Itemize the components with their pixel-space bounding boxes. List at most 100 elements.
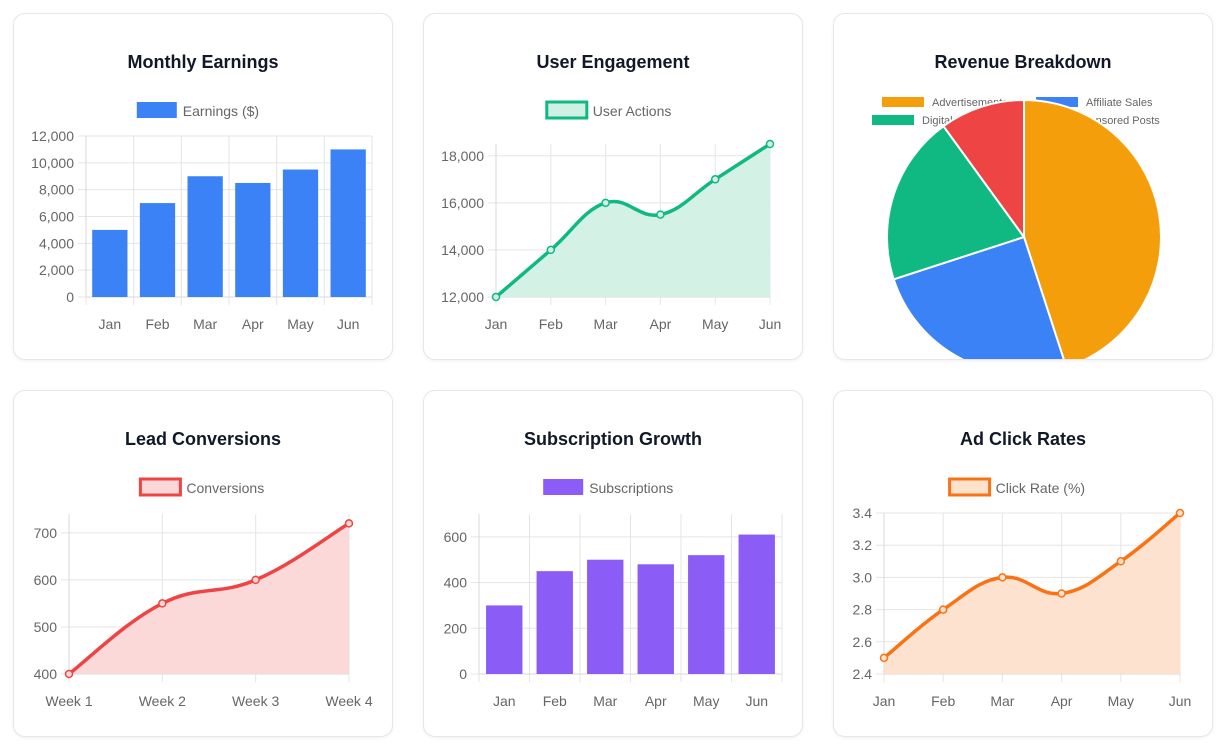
bar	[92, 229, 128, 297]
series-line	[494, 142, 771, 299]
y-tick-label: 2.4	[853, 666, 873, 682]
data-point	[601, 198, 610, 208]
legend-label: Conversions	[186, 480, 264, 496]
y-tick-label: 400	[34, 666, 58, 682]
x-tick-label: Jun	[759, 316, 782, 332]
legend-label: Subscriptions	[589, 480, 673, 496]
data-point	[251, 575, 260, 585]
y-tick-label: 14,000	[441, 242, 484, 258]
chart-title: User Engagement	[536, 52, 690, 72]
y-tick-label: 3.0	[853, 569, 873, 585]
x-tick-label: Mar	[593, 693, 617, 709]
data-point	[710, 175, 720, 184]
x-tick-label: Jun	[337, 316, 360, 332]
x-tick-label: Jun	[1169, 693, 1192, 709]
y-tick-label: 2,000	[39, 262, 74, 278]
data-point	[1116, 557, 1126, 566]
data-point	[344, 519, 354, 528]
data-point	[938, 605, 948, 614]
bar	[330, 149, 366, 297]
legend-label: User Actions	[593, 103, 672, 119]
y-tick-label: 600	[34, 572, 58, 588]
x-tick-label: Jan	[485, 316, 508, 332]
legend-swatch	[882, 97, 924, 107]
legend-swatch	[138, 477, 182, 497]
x-tick-label: Apr	[242, 316, 264, 332]
bar	[139, 203, 176, 297]
y-tick-label: 3.4	[853, 505, 873, 521]
data-point	[656, 210, 665, 219]
bar	[688, 555, 725, 674]
bar	[738, 534, 775, 674]
chart-card-monthly-earnings: Monthly Earnings Earnings ($) 0 2,000 4,000…	[13, 13, 393, 360]
y-tick-label: 4,000	[39, 235, 74, 251]
monthly-earnings-chart: Earnings ($) 0 2,000 4,000 6,000 8,000 10,000 1…	[31, 102, 373, 332]
chart-title: Lead Conversions	[124, 429, 282, 449]
data-point	[64, 669, 74, 679]
y-tick-label: 200	[444, 620, 468, 636]
legend-swatch	[1036, 97, 1078, 107]
lead-conversions-chart: Conversions 400 500 600 700 Week 1 Week 2 Week …	[34, 477, 373, 709]
data-point	[546, 245, 556, 255]
y-tick-label: 0	[459, 666, 467, 682]
area-fill	[69, 523, 349, 674]
legend-swatch	[872, 115, 914, 125]
subscription-growth-chart: Subscriptions 0 200 400 600 Jan Feb Mar Apr May Ju…	[444, 479, 783, 709]
y-tick-label: 2.6	[853, 634, 873, 650]
chart-title: Subscription Growth	[524, 429, 702, 449]
x-tick-label: May	[693, 693, 719, 709]
x-tick-label: Week 3	[232, 693, 279, 709]
y-tick-label: 700	[34, 525, 58, 541]
chart-card-ad-click-rates: Ad Click Rates Click Rate (%) 2.4 2.6 2.8 3.…	[833, 390, 1213, 737]
x-tick-label: Jan	[99, 316, 122, 332]
y-tick-label: 400	[444, 575, 468, 591]
x-tick-label: Jan	[873, 693, 896, 709]
x-tick-label: Feb	[145, 316, 169, 332]
y-tick-label: 16,000	[441, 195, 484, 211]
data-point	[1175, 508, 1185, 518]
x-tick-label: Week 4	[325, 693, 372, 709]
y-tick-label: 2.8	[853, 602, 873, 618]
y-tick-label: 3.2	[853, 537, 873, 553]
chart-title: Monthly Earnings	[127, 52, 279, 72]
bar	[536, 571, 573, 674]
legend-swatch	[543, 479, 584, 495]
x-tick-label: Jun	[745, 693, 768, 709]
area-fill	[884, 513, 1180, 674]
data-point	[1057, 589, 1066, 598]
chart-card-lead-conversions: Lead Conversions Conversions 400 500 600 700…	[13, 390, 393, 737]
pie-slice	[892, 235, 1065, 359]
y-tick-label: 10,000	[31, 155, 74, 171]
legend-label: Click Rate (%)	[996, 480, 1085, 496]
x-tick-label: May	[287, 316, 313, 332]
chart-title: Revenue Breakdown	[934, 52, 1112, 72]
series-line	[882, 511, 1182, 660]
chart-title: Ad Click Rates	[959, 429, 1087, 449]
y-tick-label: 8,000	[39, 182, 74, 198]
pie-slice	[886, 124, 1026, 281]
x-tick-label: Feb	[539, 316, 563, 332]
x-tick-label: Apr	[1051, 693, 1073, 709]
pie-slice	[1023, 98, 1162, 359]
bar	[486, 605, 523, 674]
legend-swatch	[136, 102, 177, 118]
data-point	[879, 653, 889, 663]
y-tick-label: 12,000	[31, 128, 74, 144]
x-tick-label: Mar	[990, 693, 1014, 709]
y-tick-label: 500	[34, 619, 58, 635]
data-point	[158, 599, 167, 608]
legend-swatch	[948, 477, 992, 497]
y-tick-label: 18,000	[441, 148, 484, 164]
bar	[587, 559, 624, 674]
data-point	[491, 292, 501, 302]
x-tick-label: May	[1108, 693, 1134, 709]
x-tick-label: Jan	[493, 693, 516, 709]
bar	[637, 564, 674, 674]
legend-label: Affiliate Sales	[1086, 97, 1153, 109]
chart-card-revenue-breakdown: Revenue Breakdown Advertisements Affiliat…	[833, 13, 1213, 360]
y-tick-label: 6,000	[39, 209, 74, 225]
y-tick-label: 600	[444, 529, 468, 545]
chart-card-user-engagement: User Engagement User Actions 12,000 14,000…	[423, 13, 803, 360]
bar	[187, 176, 223, 297]
